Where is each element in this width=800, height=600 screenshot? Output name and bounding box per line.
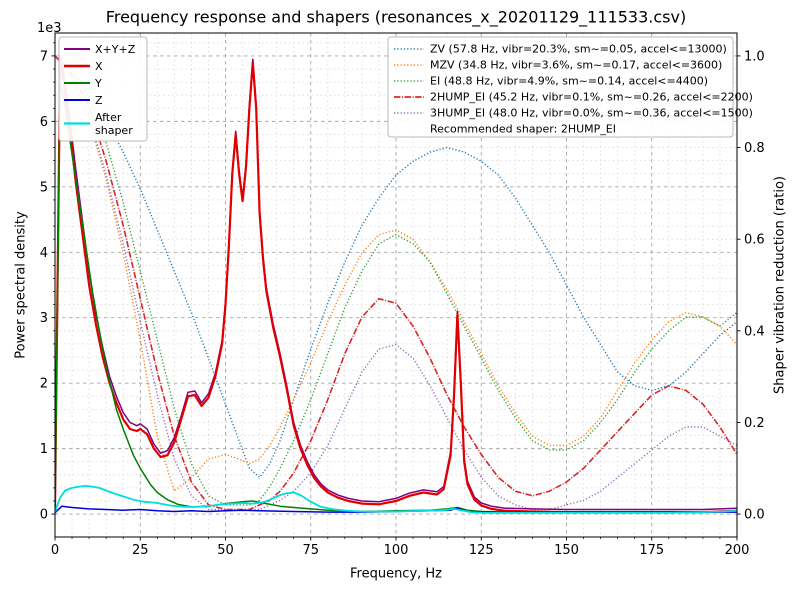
legend-item-label: EI (48.8 Hz, vibr=4.9%, sm~=0.14, accel<… [430, 75, 708, 88]
tick-label: 175 [639, 543, 664, 558]
series-line-shaper-mzv [55, 55, 737, 492]
legend-item-label: MZV (34.8 Hz, vibr=3.6%, sm~=0.17, accel… [430, 59, 722, 72]
axis-offset-text: 1e3 [37, 21, 62, 36]
tick-label: 0.8 [744, 141, 765, 156]
legend-item-label: Y [94, 77, 102, 90]
tick-label: 3 [40, 311, 48, 326]
series-line-psd-x [55, 61, 737, 514]
tick-label: 0.2 [744, 416, 765, 431]
tick-label: 2 [40, 377, 48, 392]
legend-shapers: ZV (57.8 Hz, vibr=20.3%, sm~=0.05, accel… [387, 36, 753, 138]
tick-label: 125 [469, 543, 494, 558]
tick-label: 50 [217, 543, 234, 558]
legend-item-label: X+Y+Z [95, 43, 136, 56]
series-line-shaper-3hump_ei [55, 55, 737, 511]
tick-label: 7 [40, 49, 48, 64]
tick-label: 25 [132, 543, 149, 558]
series-line-shaper-ei [55, 55, 737, 506]
legend-item-label: X [95, 60, 103, 73]
legend-recommended-shaper: Recommended shaper: 2HUMP_EI [430, 123, 616, 136]
tick-label: 75 [302, 543, 319, 558]
tick-label: 5 [40, 180, 48, 195]
tick-label: 0.0 [744, 508, 765, 523]
tick-label: 6 [40, 115, 48, 130]
legend-item-label: After [95, 111, 122, 124]
tick-label: 0.4 [744, 324, 765, 339]
series-line-shaper-2hump_ei [55, 55, 737, 511]
x-axis-label: Frequency, Hz [349, 566, 443, 582]
legend-item-label: 2HUMP_EI (45.2 Hz, vibr=0.1%, sm~=0.26, … [430, 91, 753, 104]
tick-label: 100 [384, 543, 409, 558]
tick-label: 1 [40, 442, 48, 457]
chart-title: Frequency response and shapers (resonanc… [105, 7, 687, 27]
tick-label: 0 [51, 543, 59, 558]
tick-label: 200 [725, 543, 750, 558]
series-line-psd-after [55, 484, 737, 514]
tick-label: 1.0 [744, 49, 765, 64]
legend-item-label: shaper [95, 124, 133, 137]
legend-item-label: Z [95, 94, 103, 107]
chart-series [55, 55, 737, 514]
grid-minor [53, 33, 737, 539]
tick-label: 0 [40, 508, 48, 523]
tick-label: 0.6 [744, 233, 765, 248]
legend-item-label: 3HUMP_EI (48.0 Hz, vibr=0.0%, sm~=0.36, … [430, 107, 753, 120]
series-line-shaper-zv [55, 55, 737, 479]
legend-item-label: ZV (57.8 Hz, vibr=20.3%, sm~=0.05, accel… [430, 43, 727, 56]
tick-label: 150 [554, 543, 579, 558]
tick-label: 4 [40, 246, 48, 261]
